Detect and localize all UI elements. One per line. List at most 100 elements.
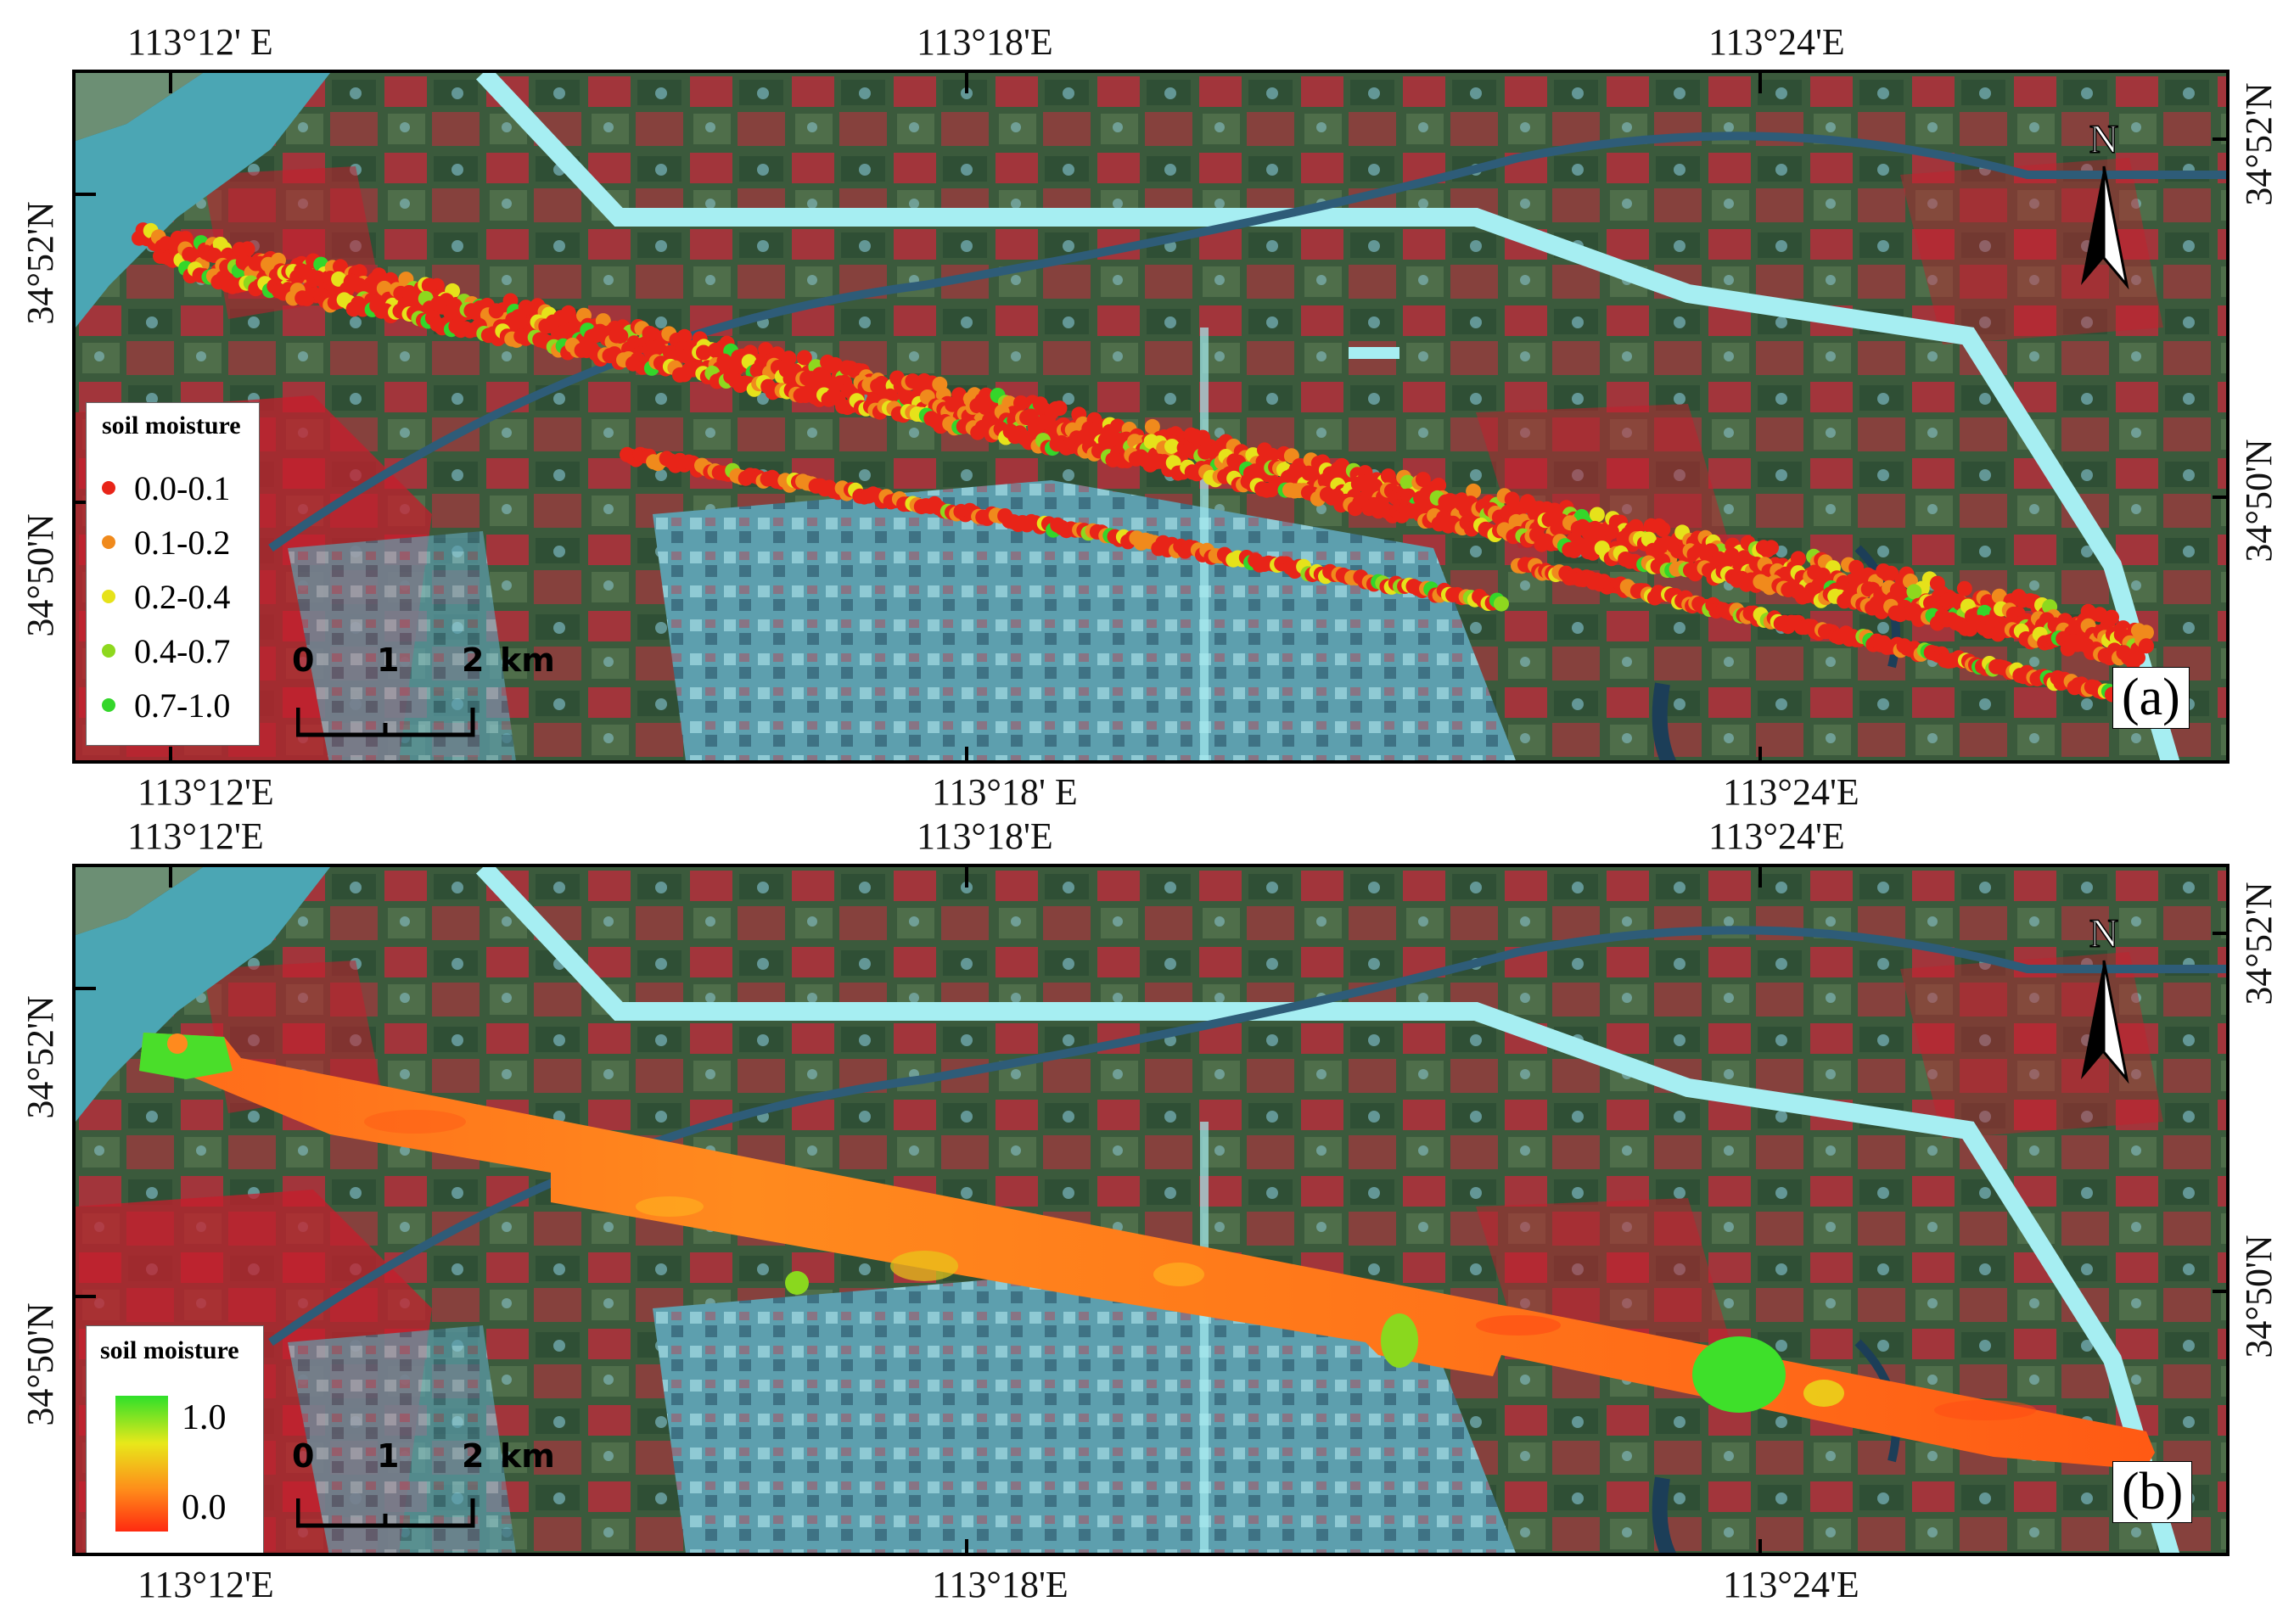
sample-point: [870, 378, 886, 394]
panel-a-label: (a): [2112, 667, 2190, 730]
scale-tick-0: 0: [292, 1437, 315, 1475]
sample-point: [2130, 650, 2145, 666]
sample-point: [1906, 584, 1922, 600]
scale-tick-1: 1: [377, 1437, 400, 1475]
soil-moisture-sample-tracks: [132, 222, 2154, 708]
legend-dot: [102, 644, 115, 658]
sample-point: [781, 350, 797, 367]
panel-a-top-lon-2: 113°18'E: [917, 21, 1053, 63]
scale-tick-1: 1: [377, 641, 400, 679]
sample-point: [331, 271, 347, 287]
sample-point: [696, 344, 711, 361]
scale-tick-2: 2: [462, 1437, 485, 1475]
sample-point: [1655, 521, 1671, 537]
panel-a-map: N soil moisture 0.0-0.1 0.1-0.2 0.2-0.4 0.4…: [72, 70, 2229, 764]
sample-point: [676, 328, 693, 344]
sample-point: [351, 277, 367, 294]
sample-point: [2092, 607, 2108, 623]
legend-class-2: 0.2-0.4: [102, 569, 230, 624]
scale-bar: [296, 708, 475, 737]
panel-a-bottom-lon-3: 113°24'E: [1723, 771, 1859, 813]
sample-point: [1956, 580, 1972, 596]
scale-tick-2: 2: [462, 641, 485, 679]
panel-b-satellite-image: [76, 867, 2226, 1553]
sample-point: [613, 328, 629, 344]
scale-unit: km: [500, 1437, 555, 1475]
panel-a-right-lat-1: 34°52'N: [2238, 82, 2280, 206]
sample-point: [1653, 537, 1669, 553]
sample-point: [1466, 483, 1482, 499]
sample-point: [333, 259, 348, 275]
panel-b-left-lat-1: 34°52'N: [20, 995, 61, 1119]
panel-b-top-lon-2: 113°18'E: [917, 815, 1053, 857]
panel-b-right-lat-2: 34°50'N: [2238, 1235, 2280, 1358]
sample-point: [2104, 609, 2119, 625]
north-label: N: [2089, 117, 2119, 162]
sample-point: [206, 248, 222, 263]
sample-point: [1764, 540, 1779, 556]
legend-class-label: 0.7-1.0: [134, 686, 231, 725]
legend-class-label: 0.0-0.1: [134, 468, 231, 507]
sample-point: [1724, 547, 1740, 563]
panel-b-bottom-lon-2: 113°18'E: [932, 1564, 1068, 1605]
scale-tick-0: 0: [292, 641, 315, 679]
panel-b-left-lat-2: 34°50'N: [20, 1302, 61, 1426]
legend-title: soil moisture: [102, 412, 241, 440]
sample-point: [1603, 524, 1619, 540]
legend-min-label: 0.0: [182, 1488, 227, 1527]
panel-a-top-lon-1: 113°12' E: [127, 21, 273, 63]
legend-class-1: 0.1-0.2: [102, 515, 230, 569]
sample-point: [1415, 472, 1431, 488]
sample-point: [1288, 462, 1304, 478]
sample-point: [1589, 507, 1605, 523]
panel-a-legend: soil moisture 0.0-0.1 0.1-0.2 0.2-0.4 0.4-0…: [86, 402, 260, 746]
panel-b-label: (b): [2112, 1461, 2193, 1524]
legend-color-ramp: [115, 1396, 168, 1532]
panel-b-bottom-lon-1: 113°12'E: [137, 1564, 274, 1605]
north-label: N: [2089, 911, 2119, 956]
legend-class-label: 0.1-0.2: [134, 523, 231, 562]
sample-point: [2139, 638, 2154, 654]
sample-point: [978, 400, 994, 416]
legend-class-label: 0.4-0.7: [134, 631, 231, 670]
sample-point: [488, 303, 504, 319]
legend-dot: [102, 698, 115, 712]
legend-class-3: 0.4-0.7: [102, 624, 230, 678]
sample-point: [1052, 400, 1068, 417]
panel-b-map: N soil moisture 1.0 0.0 0 1 2 km (b): [72, 864, 2229, 1556]
sample-point: [1883, 565, 1899, 581]
panel-a-left-lat-2: 34°50'N: [20, 513, 61, 637]
legend-dot: [102, 481, 115, 495]
north-arrow-icon: N: [2081, 116, 2129, 290]
legend-max-label: 1.0: [182, 1398, 227, 1437]
panel-a-bottom-lon-2: 113°18' E: [932, 771, 1078, 813]
sample-point: [1494, 596, 1509, 612]
panel-a-top-lon-3: 113°24'E: [1708, 21, 1845, 63]
sample-point: [758, 342, 774, 358]
legend-class-4: 0.7-1.0: [102, 678, 230, 732]
legend-title: soil moisture: [100, 1336, 239, 1364]
sample-point: [1164, 439, 1180, 455]
sample-point: [239, 241, 255, 257]
panel-a-satellite-image: [76, 73, 2226, 760]
sample-point: [949, 395, 964, 412]
soil-moisture-interpolated-swath: [139, 1033, 2155, 1470]
panel-b-right-lat-1: 34°52'N: [2238, 882, 2280, 1005]
sample-point: [1197, 444, 1214, 460]
sample-point: [1144, 418, 1160, 434]
north-arrow-icon: N: [2081, 910, 2129, 1084]
sample-point: [1367, 479, 1383, 494]
legend-class-label: 0.2-0.4: [134, 577, 231, 616]
panel-b-top-lon-3: 113°24'E: [1708, 815, 1845, 857]
legend-class-0: 0.0-0.1: [102, 461, 230, 515]
sample-point: [1431, 478, 1447, 493]
panel-a-left-lat-1: 34°52'N: [20, 201, 61, 325]
panel-a-bottom-lon-1: 113°12'E: [137, 771, 274, 813]
panel-b-top-lon-1: 113°12'E: [127, 815, 264, 857]
sample-point: [1013, 395, 1029, 411]
sample-point: [796, 350, 812, 366]
legend-dot: [102, 535, 115, 549]
panel-b-bottom-lon-3: 113°24'E: [1723, 1564, 1859, 1605]
legend-dot: [102, 590, 115, 603]
panel-b-legend: soil moisture 1.0 0.0: [86, 1325, 264, 1553]
